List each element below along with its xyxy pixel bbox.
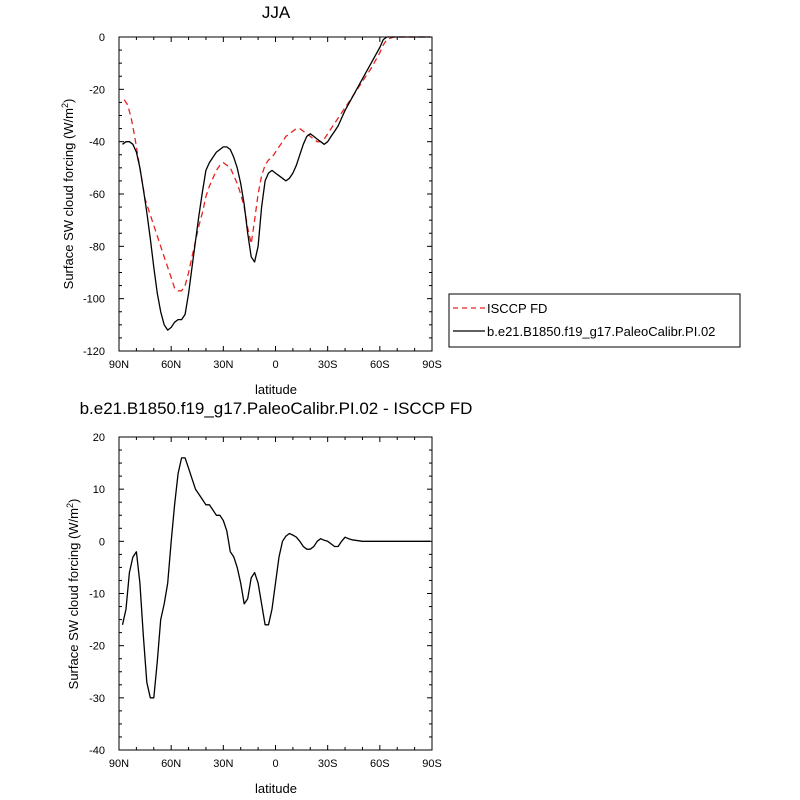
top-y-tick-label: -120 [83,346,105,358]
bottom-x-tick-label: 30N [213,758,233,770]
top-x-axis-label: latitude [255,382,297,397]
bottom-y-tick-label: 20 [93,432,105,444]
top-x-tick-label: 30N [213,359,233,371]
top-x-tick-label: 90N [109,359,129,371]
legend-label-model: b.e21.B1850.f19_g17.PaleoCalibr.PI.02 [487,324,715,339]
top-chart-title: JJA [262,3,291,22]
top-panel: JJA 90N 60N 30N 0 30S 60S 90S 0 -20 -40 -60 -80 -100… [60,3,442,397]
bottom-y-tick-label: 10 [93,484,105,496]
bottom-x-axis-label: latitude [255,781,297,796]
top-x-tick-label: 30S [318,359,338,371]
bottom-tick-layer: 90N 60N 30N 0 30S 60S 90S 20 10 0 -10 -20 -30 -40 [89,432,442,770]
bottom-x-tick-label: 60S [370,758,390,770]
bottom-y-tick-label: -40 [89,745,105,757]
legend-box [448,293,741,348]
bottom-chart-title: b.e21.B1850.f19_g17.PaleoCalibr.PI.02 - … [80,399,473,418]
bottom-plot-frame [118,436,433,751]
top-series-layer [122,36,431,331]
top-series-line-1 [122,36,431,331]
bottom-x-tick-label: 60N [161,758,181,770]
top-y-tick-label: -100 [83,294,105,306]
bottom-series-line-0 [121,457,431,699]
bottom-x-tick-label: 30S [318,758,338,770]
top-y-axis-label-sup: 2 [60,103,70,108]
top-x-tick-label: 0 [272,359,278,371]
top-series-line-0 [123,36,431,292]
legend: ISCCP FD b.e21.B1850.f19_g17.PaleoCalibr… [448,293,741,348]
top-y-tick-label: -80 [89,241,105,253]
bottom-x-tick-label: 90N [109,758,129,770]
top-y-tick-label: -40 [89,137,105,149]
bottom-y-tick-label: 0 [99,536,105,548]
bottom-y-axis-label-close: ) [66,499,81,503]
top-tick-layer: 90N 60N 30N 0 30S 60S 90S 0 -20 -40 -60 -80 -100 -120 [83,32,442,371]
top-plot-frame [118,36,433,352]
bottom-y-tick-label: -20 [89,641,105,653]
bottom-y-axis-label: Surface SW cloud forcing (W/m2) [65,499,81,690]
bottom-panel: b.e21.B1850.f19_g17.PaleoCalibr.PI.02 - … [65,399,472,796]
top-x-tick-label: 90S [422,359,442,371]
top-y-axis-label: Surface SW cloud forcing (W/m2) [60,99,76,290]
legend-label-isccp: ISCCP FD [487,301,547,316]
top-x-tick-label: 60S [370,359,390,371]
bottom-y-axis-label-sup: 2 [65,503,75,508]
top-y-tick-label: -60 [89,189,105,201]
top-x-tick-label: 60N [161,359,181,371]
bottom-y-tick-label: -10 [89,589,105,601]
top-y-tick-label: -20 [89,84,105,96]
bottom-y-axis-label-text: Surface SW cloud forcing (W/m [66,508,81,689]
bottom-x-tick-label: 90S [422,758,442,770]
bottom-y-tick-label: -30 [89,693,105,705]
top-y-axis-label-text: Surface SW cloud forcing (W/m [61,108,76,289]
bottom-series-layer [121,457,431,699]
top-y-axis-label-close: ) [61,99,76,103]
top-y-tick-label: 0 [99,32,105,44]
bottom-x-tick-label: 0 [272,758,278,770]
